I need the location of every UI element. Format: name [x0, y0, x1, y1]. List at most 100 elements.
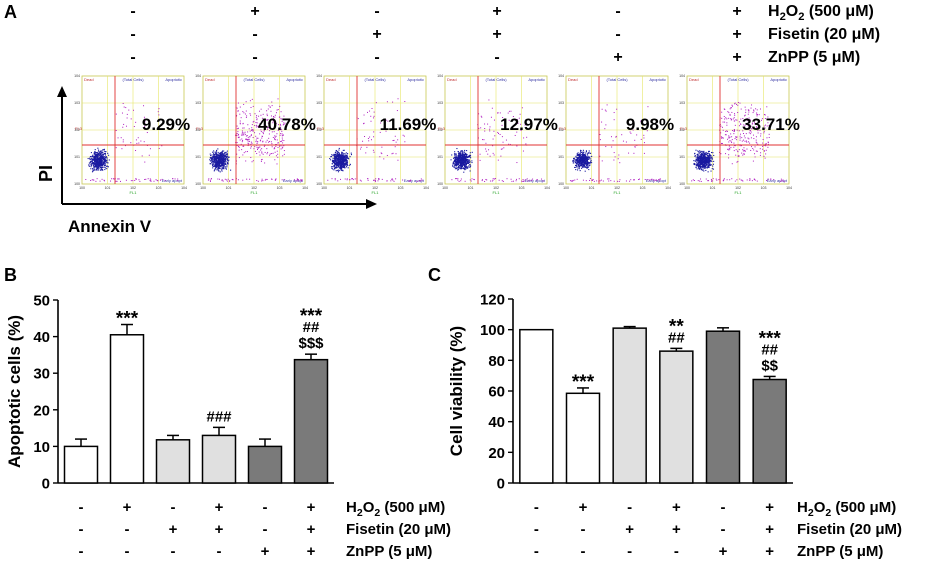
flow-dot — [730, 118, 732, 120]
flow-x-tick: 100 — [321, 186, 327, 190]
flow-dot — [630, 132, 632, 134]
flow-dot — [702, 163, 704, 165]
flow-dot — [465, 164, 467, 166]
flow-dot — [749, 179, 751, 181]
flow-dot — [250, 135, 252, 137]
flow-dot — [258, 146, 260, 148]
flow-dot — [699, 159, 701, 161]
flow-dot — [455, 159, 457, 161]
flow-dot — [696, 154, 698, 156]
flow-dot — [218, 167, 220, 169]
flow-dot — [726, 118, 728, 120]
flow-dot — [493, 130, 495, 132]
flow-dot — [92, 158, 94, 160]
flow-dot — [279, 134, 281, 136]
flow-dot — [214, 151, 216, 153]
flow-dot — [98, 150, 100, 152]
flow-dot — [226, 166, 228, 168]
flow-dot — [342, 159, 344, 161]
flow-dot — [212, 165, 214, 167]
flow-dot — [334, 159, 336, 161]
flow-dot — [465, 158, 467, 160]
flow-dot — [340, 169, 342, 171]
flow-dot — [339, 163, 341, 165]
flow-dot — [469, 155, 472, 157]
flow-dot — [259, 133, 261, 135]
flow-dot — [235, 160, 237, 162]
flow-dot — [703, 154, 706, 156]
flow-dot — [217, 162, 220, 164]
flow-dot — [342, 158, 344, 160]
flow-dot — [733, 142, 735, 144]
flow-x-tick: 100 — [79, 186, 85, 190]
y-tick-label: 120 — [480, 292, 505, 309]
flow-dot — [218, 154, 220, 156]
flow-dot — [222, 161, 224, 163]
flow-dot — [96, 162, 98, 165]
flow-dot — [710, 155, 712, 157]
flow-dot — [216, 169, 218, 171]
flow-dot — [349, 164, 351, 166]
flow-dot — [340, 160, 342, 162]
flow-dot — [502, 116, 504, 118]
flow-x-tick: 102 — [251, 186, 257, 190]
flow-dot — [706, 152, 708, 155]
flow-dot — [244, 133, 246, 135]
flow-dot — [581, 154, 583, 156]
flow-dot — [218, 162, 220, 164]
flow-dot — [238, 137, 240, 139]
flow-dot — [510, 178, 512, 180]
flow-dot — [225, 162, 227, 164]
flow-dot — [112, 178, 114, 180]
flow-dot — [582, 165, 584, 167]
flow-dot — [582, 151, 584, 153]
flow-dot — [458, 157, 460, 159]
flow-dot — [758, 114, 760, 116]
flow-dot — [366, 111, 368, 113]
flow-y-tick: 100 — [437, 182, 443, 186]
flow-dot — [497, 131, 499, 133]
flow-dot — [96, 158, 98, 160]
flow-dot — [726, 179, 728, 181]
flow-dot — [267, 122, 269, 124]
flow-dot — [282, 146, 284, 148]
flow-dot — [706, 160, 708, 162]
flow-dot — [700, 160, 703, 162]
flow-dot — [346, 162, 348, 164]
flow-dot — [574, 159, 576, 161]
flow-dot — [339, 158, 341, 161]
flow-dot — [347, 164, 349, 167]
flow-dot — [467, 160, 469, 162]
matrix-a-sign-r1-c1: - — [252, 26, 257, 43]
flow-dot — [410, 179, 412, 181]
flow-dot — [404, 141, 406, 143]
flow-dot — [590, 158, 592, 160]
flow-dot — [224, 158, 226, 160]
flow-dot — [99, 154, 101, 156]
flow-dot — [366, 146, 368, 148]
flow-dot — [465, 159, 467, 161]
flow-dot — [744, 106, 746, 108]
flow-dot — [701, 159, 703, 162]
flow-dot — [94, 151, 96, 153]
flow-dot — [338, 167, 340, 169]
flow-dot — [766, 137, 768, 139]
flow-dot — [213, 156, 215, 158]
flow-dot — [340, 178, 342, 180]
flow-dot — [102, 157, 104, 159]
flow-dot — [724, 118, 726, 120]
flow-dot — [346, 157, 348, 159]
flow-dot — [336, 158, 338, 160]
flow-dot — [587, 156, 589, 158]
flow-dot — [457, 161, 459, 163]
flow-dot — [488, 149, 490, 151]
flow-dot — [300, 179, 302, 181]
flow-dot — [581, 162, 583, 164]
flow-dot — [583, 160, 585, 162]
flow-dot — [582, 179, 584, 181]
flow-dot — [770, 178, 772, 180]
panel-label-b: B — [4, 265, 17, 285]
flow-dot — [238, 133, 240, 135]
flow-dot — [282, 134, 284, 136]
